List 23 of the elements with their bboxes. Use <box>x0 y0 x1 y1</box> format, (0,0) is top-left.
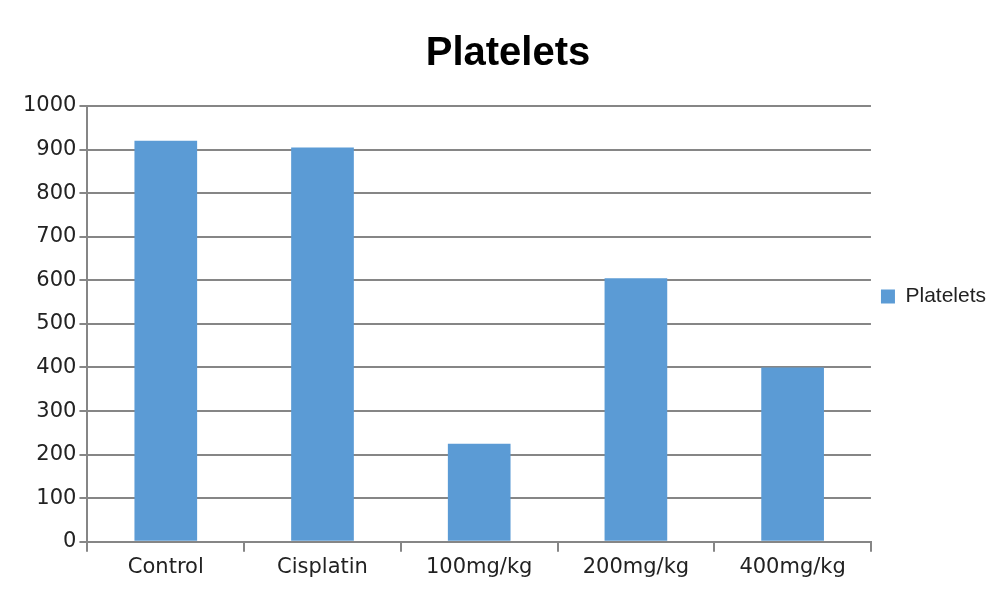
y-tick-label: 500 <box>36 310 77 335</box>
y-tick-label: 600 <box>36 266 77 291</box>
y-tick-label: 700 <box>36 223 77 248</box>
chart-title: Platelets <box>425 29 591 74</box>
y-tick-label: 900 <box>36 136 77 161</box>
y-tick-label: 1000 <box>22 92 77 117</box>
x-tick-label: 100mg/kg <box>425 553 533 578</box>
legend-label: Platelets <box>905 283 986 307</box>
y-tick-label: 300 <box>36 397 77 422</box>
bar <box>761 367 824 541</box>
x-tick-label: 400mg/kg <box>739 553 846 578</box>
bar <box>447 443 511 541</box>
bar <box>291 147 354 541</box>
y-tick-label: 800 <box>36 179 77 204</box>
y-tick-label: 0 <box>63 528 77 553</box>
y-tick-label: 200 <box>36 441 77 466</box>
bar <box>134 140 198 541</box>
x-tick-label: Control <box>127 553 204 578</box>
bar <box>604 278 668 541</box>
y-tick-label: 100 <box>36 484 77 509</box>
x-tick-label: Cisplatin <box>277 553 368 578</box>
y-tick-label: 400 <box>36 353 77 378</box>
x-tick-label: 200mg/kg <box>582 553 690 578</box>
